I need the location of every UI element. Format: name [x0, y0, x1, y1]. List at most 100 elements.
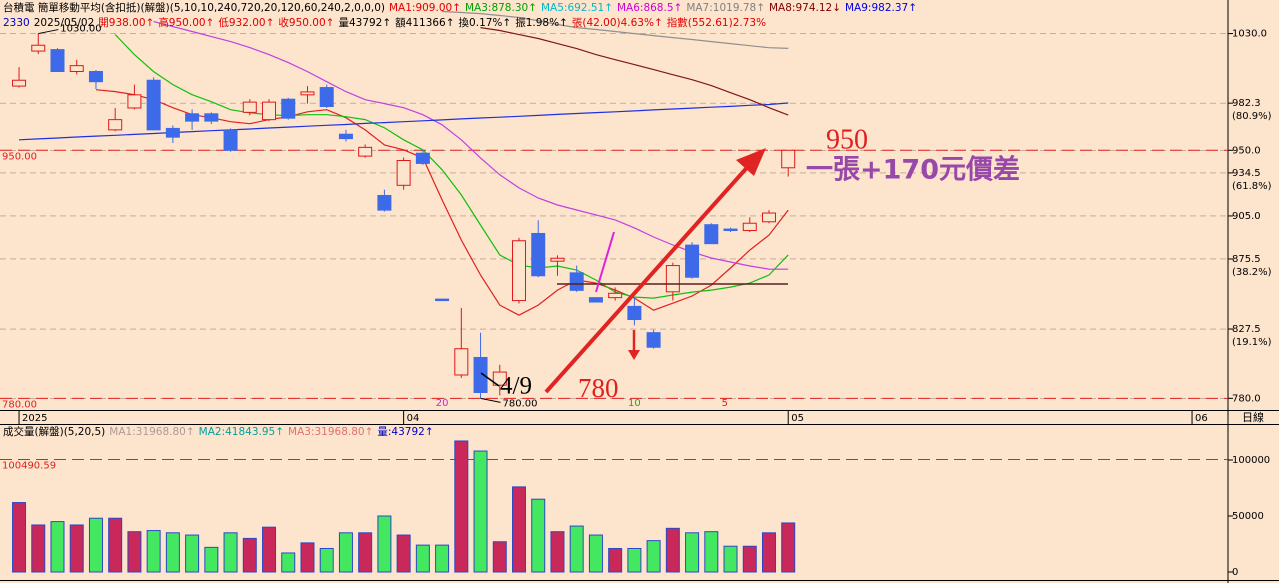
- pointer-line: [480, 372, 500, 387]
- y-tick-note: (38.2%): [1232, 267, 1272, 278]
- volume-bar: [512, 486, 527, 573]
- volume-bar: [704, 531, 719, 573]
- y-tick-label: 50000: [1232, 511, 1264, 522]
- header-item: 2330: [3, 17, 30, 29]
- volume-bar: [165, 532, 180, 573]
- candle-body: [165, 127, 180, 138]
- volume-bar: [723, 545, 738, 573]
- y-tick-label: 0: [1232, 567, 1238, 578]
- header-item: 台積電 簡單移動平均(含扣抵)(解盤)(5,10,10,240,720,20,1…: [3, 1, 385, 14]
- volume-bar: [281, 552, 296, 573]
- candle-body: [723, 228, 738, 232]
- volume-bar: [262, 526, 277, 573]
- timeframe-label: 日線: [1242, 410, 1264, 424]
- candle-body: [185, 113, 200, 122]
- drawn-line: [595, 231, 615, 293]
- volume-bar: [108, 517, 123, 573]
- candle-body: [88, 70, 103, 83]
- header-item: MA3:878.30↑: [465, 2, 537, 14]
- volume-bar: [473, 450, 488, 573]
- extreme-label: 1030.00: [60, 24, 101, 35]
- candle-body: [204, 113, 219, 122]
- header-item: MA3:31968.80↑: [288, 426, 373, 438]
- volume-bar: [185, 534, 200, 573]
- header-item: 額411366↑: [395, 16, 454, 29]
- header-item: 振1.98%↑: [515, 16, 568, 29]
- header-item: MA6:868.5↑: [617, 2, 682, 14]
- volume-bar: [69, 524, 84, 573]
- volume-bar: [685, 532, 700, 573]
- volume-bar: [127, 531, 142, 573]
- volume-bar: [204, 546, 219, 573]
- volume-bar: [646, 540, 661, 573]
- volume-bar: [531, 498, 546, 573]
- ma-line: [480, 27, 789, 116]
- annotation: 一張+170元價差: [806, 154, 1020, 186]
- candle-body: [569, 272, 584, 291]
- candle-body: [704, 224, 719, 245]
- y-tick-label: 827.5: [1232, 324, 1261, 335]
- header-item: 收950.00↑: [278, 16, 334, 29]
- header-item: 張(42.00)4.63%↑: [572, 17, 663, 29]
- candle-body: [12, 79, 27, 87]
- y-tick-label: 905.0: [1232, 211, 1261, 222]
- ma-line: [114, 34, 789, 299]
- x-tick-label: 04: [407, 413, 420, 424]
- volume-bar: [31, 524, 46, 573]
- header-line: 台積電 簡單移動平均(含扣抵)(解盤)(5,10,10,240,720,20,1…: [3, 1, 917, 14]
- extreme-label: 780.00: [503, 398, 538, 409]
- header-item: MA8:974.12↓: [769, 2, 841, 14]
- y-tick-note: (80.9%): [1232, 111, 1272, 122]
- candle-body: [665, 265, 680, 293]
- y-tick-label: 982.3: [1232, 98, 1261, 109]
- candle-body: [588, 297, 603, 303]
- x-tick-label: 2025: [22, 413, 47, 424]
- header-item: MA9:982.37↑: [845, 2, 917, 14]
- volume-bar: [781, 522, 796, 573]
- candle-body: [338, 133, 353, 140]
- candle-body: [127, 94, 142, 109]
- candle-body: [242, 101, 257, 113]
- volume-bar: [88, 517, 103, 573]
- candle-body: [108, 119, 123, 131]
- volume-bar: [665, 527, 680, 573]
- ma-line: [153, 21, 789, 270]
- header-item: MA5:692.51↑: [541, 2, 613, 14]
- y-tick-label: 934.5: [1232, 168, 1261, 179]
- annotation: 4/9: [500, 373, 532, 400]
- header-item: MA1:31968.80↑: [109, 426, 194, 438]
- x-tick-label: 06: [1195, 413, 1208, 424]
- plot-layer: 1030.0 982.3 950.0 934.5 905.0 875.5 827.5 780.…: [0, 10, 1272, 578]
- annotation: 780: [578, 373, 619, 403]
- y-tick-label: 100000: [1232, 455, 1270, 466]
- candle-body: [761, 212, 776, 223]
- candle-body: [262, 101, 277, 121]
- header-item: MA2:41843.95↑: [199, 426, 284, 438]
- ma-line: [18, 102, 789, 141]
- header-item: 低932.00↑: [218, 16, 274, 29]
- y-tick-label: 875.5: [1232, 254, 1261, 265]
- candle-body: [281, 98, 296, 119]
- cycle-mark: 5: [722, 398, 728, 409]
- y-tick-label: 950.0: [1232, 145, 1261, 156]
- volume-bar: [761, 532, 776, 573]
- volume-legend: 成交量(解盤)(5,20,5) MA1:31968.80↑ MA2:41843.95…: [3, 425, 434, 438]
- candle-body: [512, 240, 527, 302]
- big-arrow-head: [736, 148, 766, 176]
- volume-bar: [300, 542, 315, 573]
- reference-label: 100490.59: [2, 460, 56, 471]
- candle-body: [319, 87, 334, 108]
- header-item: MA1:909.00↑: [389, 2, 461, 14]
- volume-bar: [146, 530, 161, 573]
- annotation: 950: [826, 124, 868, 155]
- candle-body: [415, 152, 430, 164]
- candle-body: [742, 222, 757, 232]
- volume-bar: [569, 525, 584, 573]
- ma-line: [442, 10, 789, 49]
- volume-bar: [608, 547, 623, 573]
- candle-body: [627, 305, 642, 321]
- candle-body: [781, 149, 796, 169]
- volume-bar: [319, 547, 334, 573]
- volume-bar: [358, 532, 373, 573]
